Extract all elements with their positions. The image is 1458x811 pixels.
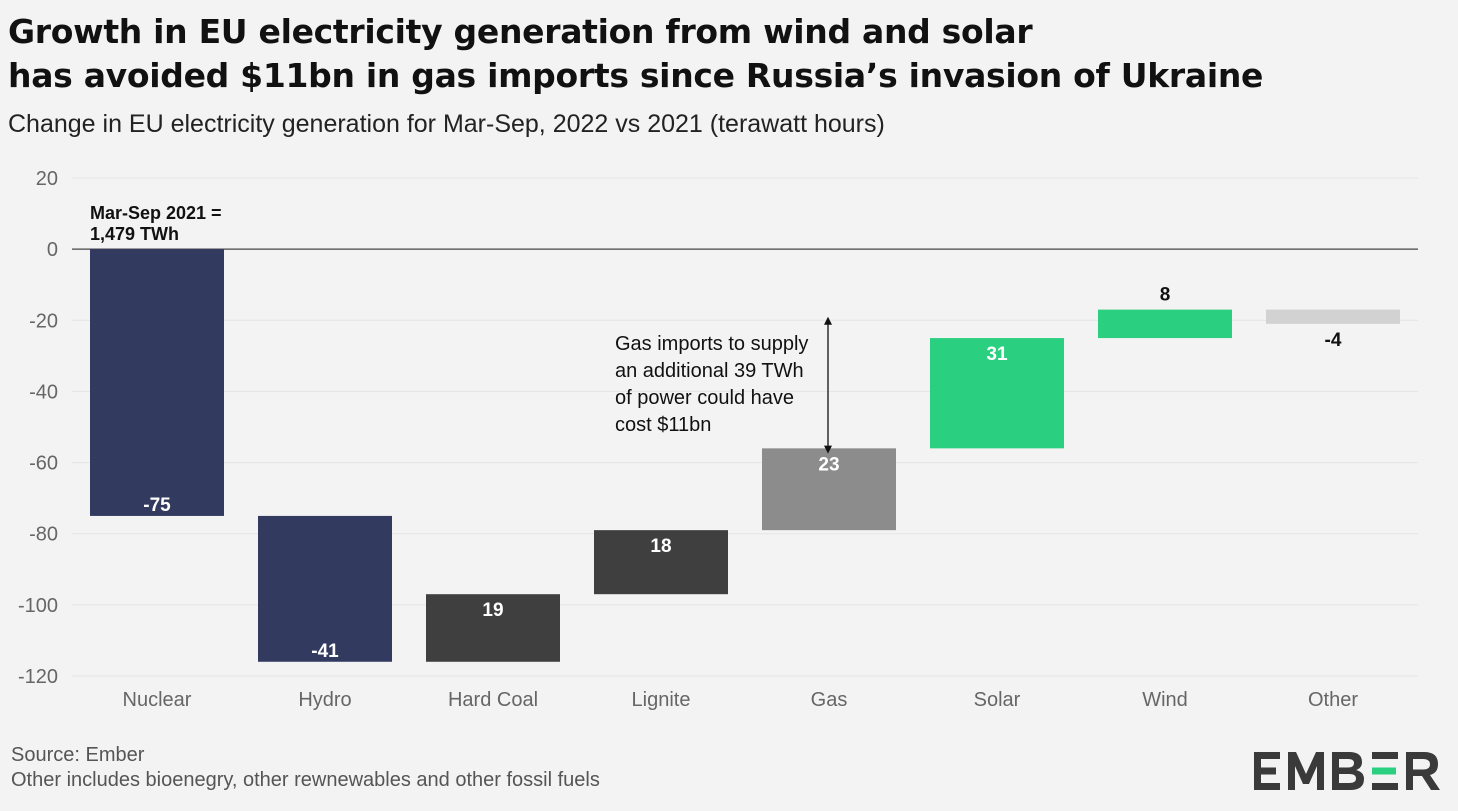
x-tick-label: Solar [974, 689, 1021, 711]
data-label: 19 [482, 600, 503, 621]
bar-hard-coal [426, 594, 560, 662]
footer: Source: Ember Other includes bioenegry, … [11, 743, 600, 793]
data-label: -41 [311, 641, 339, 662]
data-label: 23 [818, 454, 839, 475]
baseline-annotation-line: 1,479 TWh [90, 224, 179, 244]
title-line-1: Growth in EU electricity generation from… [8, 12, 1033, 51]
chart-subtitle: Change in EU electricity generation for … [8, 110, 885, 138]
gas-annotation-line: Gas imports to supply [615, 333, 808, 355]
y-tick-label: 20 [36, 168, 58, 190]
arrow-head-up [824, 316, 832, 325]
gas-annotation-line: cost $11bn [615, 414, 711, 436]
x-tick-label: Hydro [298, 689, 351, 711]
y-axis-ticks: 20 0 -20 -40 -60 -80 -100 -120 [18, 168, 58, 688]
arrow-head-down [824, 445, 832, 454]
chart-title: Growth in EU electricity generation from… [8, 10, 1448, 98]
waterfall-chart: 200-20-40-60-80-100-120 -75-41191823318-… [18, 168, 1418, 711]
other-note: Other includes bioenegry, other rewnewab… [11, 769, 600, 791]
data-label: -75 [143, 495, 171, 516]
bar-labels: -75 -41 19 18 23 31 8 -4 [143, 285, 1342, 662]
source-note: Source: Ember [11, 744, 145, 766]
x-tick-label: Other [1308, 689, 1358, 711]
x-tick-label: Lignite [632, 689, 691, 711]
y-tick-label: -20 [29, 310, 58, 332]
title-line-2: has avoided $11bn in gas imports since R… [8, 56, 1264, 95]
x-tick-label: Wind [1142, 689, 1188, 711]
bar-nuclear [90, 249, 224, 516]
data-label: 31 [986, 344, 1008, 365]
bar-gas [762, 448, 896, 531]
y-tick-label: -80 [29, 524, 58, 546]
bar-lignite [594, 530, 728, 595]
ember-logo [1254, 752, 1440, 790]
bar-hydro [258, 515, 392, 662]
annotations: Mar-Sep 2021 =1,479 TWh Gas imports to su… [90, 203, 832, 454]
y-tick-label: -40 [29, 381, 58, 403]
y-tick-label: -120 [18, 666, 58, 688]
gas-annotation-line: an additional 39 TWh [615, 360, 804, 382]
bar-other [1266, 309, 1400, 324]
data-label: 18 [650, 536, 671, 557]
y-tick-label: -60 [29, 453, 58, 475]
gas-annotation-line: of power could have [615, 387, 794, 409]
data-label: -4 [1325, 330, 1342, 351]
x-axis-ticks: Nuclear Hydro Hard Coal Lignite Gas Solar Wind… [123, 689, 1359, 711]
x-tick-label: Nuclear [123, 689, 192, 711]
y-tick-label: 0 [47, 239, 58, 261]
data-label: 8 [1160, 285, 1171, 306]
x-tick-label: Gas [811, 689, 848, 711]
baseline-annotation-line: Mar-Sep 2021 = [90, 203, 222, 223]
bars [90, 249, 1400, 662]
bar-solar [930, 338, 1064, 449]
x-tick-label: Hard Coal [448, 689, 538, 711]
bar-wind [1098, 309, 1232, 339]
y-tick-label: -100 [18, 595, 58, 617]
